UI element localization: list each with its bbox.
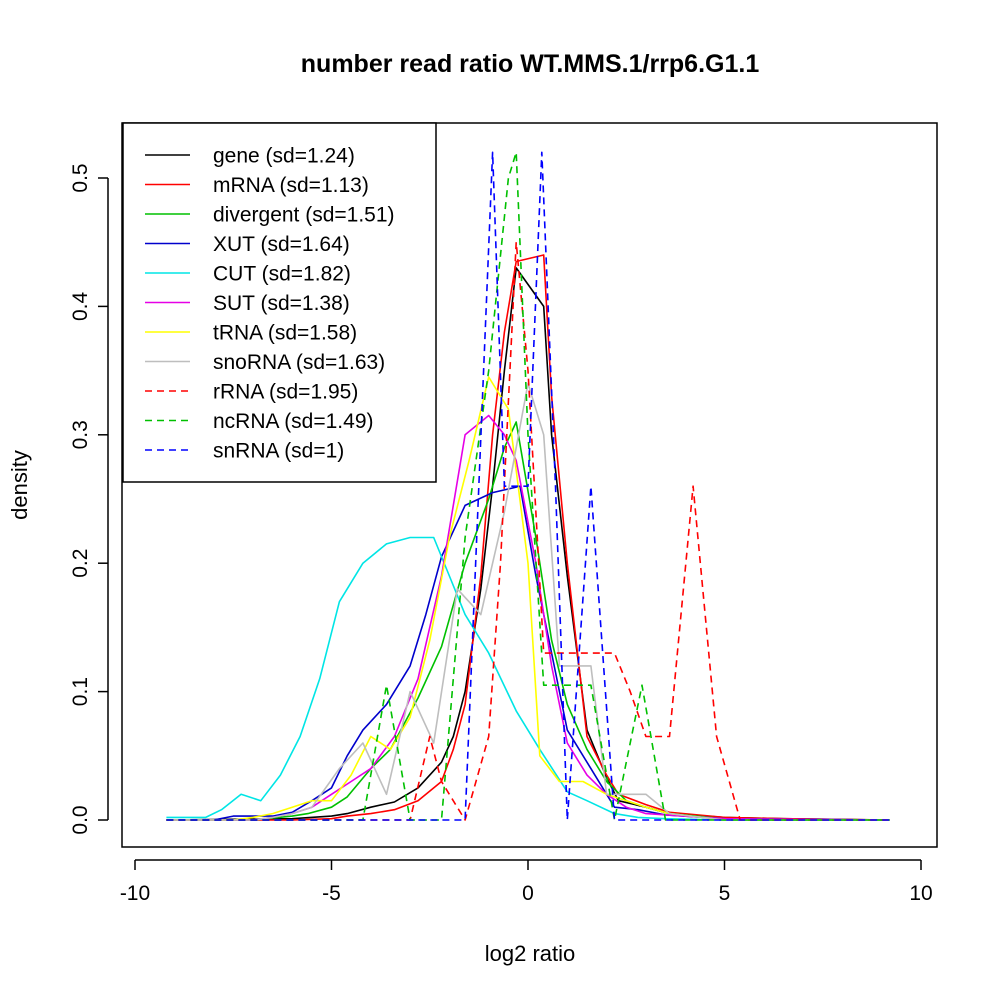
- y-tick-label: 0.4: [69, 291, 92, 321]
- legend-label: divergent (sd=1.51): [213, 204, 395, 227]
- legend-label: mRNA (sd=1.13): [213, 174, 369, 197]
- x-axis-label: log2 ratio: [485, 941, 576, 966]
- legend-label: gene (sd=1.24): [213, 145, 355, 168]
- series-line-snrna: [166, 151, 890, 821]
- x-tick-label: 0: [522, 882, 534, 905]
- legend: gene (sd=1.24) mRNA (sd=1.13) divergent (s…: [122, 122, 437, 483]
- plot-frame: [121, 122, 938, 848]
- x-tick-label: 5: [719, 882, 731, 905]
- series-layer: [166, 151, 890, 821]
- legend-label: snoRNA (sd=1.63): [213, 351, 385, 374]
- series-line-cut: [166, 536, 890, 821]
- y-tick-label: 0.2: [69, 549, 92, 578]
- legend-label: ncRNA (sd=1.49): [213, 410, 374, 433]
- series-line-mrna: [166, 254, 890, 821]
- y-axis-label: density: [7, 450, 32, 520]
- y-tick-label: 0.5: [69, 163, 92, 192]
- series-line-trna: [166, 376, 890, 821]
- y-tick-label: 0.3: [69, 420, 92, 449]
- legend-label: tRNA (sd=1.58): [213, 322, 357, 345]
- chart-title: number read ratio WT.MMS.1/rrp6.G1.1: [301, 50, 760, 78]
- legend-label: snRNA (sd=1): [213, 440, 344, 463]
- legend-label: SUT (sd=1.38): [213, 292, 350, 315]
- series-line-ncrna: [166, 151, 890, 821]
- y-tick-label: 0.1: [69, 677, 92, 706]
- x-tick-label: -5: [322, 882, 341, 905]
- x-tick-label: 10: [909, 882, 932, 905]
- series-line-xut: [166, 485, 890, 821]
- legend-label: CUT (sd=1.82): [213, 263, 351, 286]
- series-line-snorna: [166, 382, 890, 821]
- legend-label: rRNA (sd=1.95): [213, 381, 358, 404]
- axes: -10 -5 0 5 10 0.0 0.1 0.2 0.3 0.4 0.5: [69, 163, 933, 905]
- legend-label: XUT (sd=1.64): [213, 233, 350, 256]
- x-tick-label: -10: [120, 882, 150, 905]
- y-tick-label: 0.0: [69, 805, 92, 834]
